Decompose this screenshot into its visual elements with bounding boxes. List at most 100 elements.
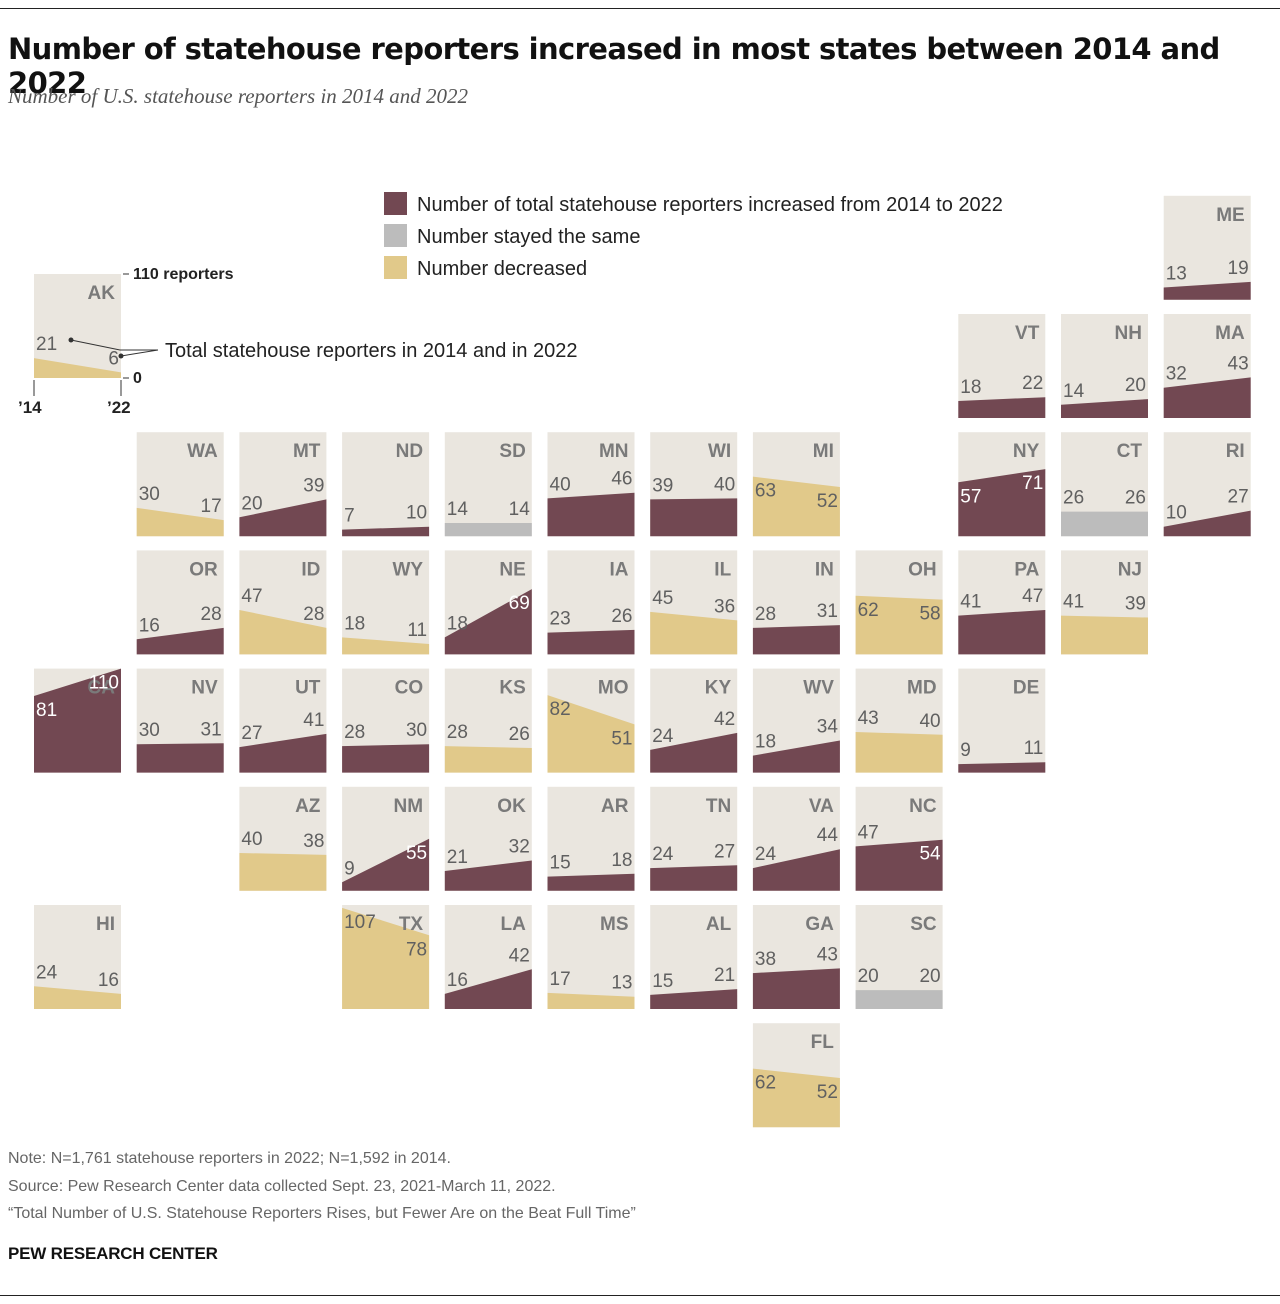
area-la [444,969,532,1009]
state-label-ks: KS [499,678,525,699]
state-label-nh: NH [1115,323,1142,344]
state-label-nd: ND [396,441,423,462]
value-2014-sc: 20 [858,966,879,987]
value-2014-wv: 18 [755,732,776,753]
area-ma [1163,377,1251,418]
state-label-ri: RI [1226,441,1245,462]
area-tx [342,907,430,1009]
value-2022-va: 44 [817,825,839,846]
value-2022-nc: 54 [919,844,941,865]
area-pa [958,609,1046,655]
value-2022-ia: 26 [611,606,632,627]
key-min-label: 0 [133,370,142,387]
area-ct [1061,511,1148,537]
value-2022-ma: 43 [1228,353,1249,374]
value-2022-ok: 32 [509,837,530,858]
value-2022-nj: 39 [1125,594,1146,615]
value-2022-ny: 71 [1022,473,1043,494]
value-2014-nv: 30 [139,720,160,741]
state-label-fl: FL [811,1032,835,1053]
value-2022-wi: 40 [714,474,735,495]
value-2022-nv: 31 [201,719,222,740]
area-wi [650,498,738,537]
value-2014-nj: 41 [1063,592,1084,613]
state-label-hi: HI [96,914,115,935]
state-label-ok: OK [497,796,526,817]
tile-bg-sd [444,432,532,537]
key-max-label: 110 reporters [133,266,234,283]
area-mi [752,476,840,537]
state-label-nm: NM [394,796,424,817]
value-2022-az: 38 [303,831,324,852]
area-wv [752,740,840,773]
area-fl [752,1068,840,1128]
area-ms [547,992,635,1009]
state-label-la: LA [500,914,526,935]
legend-swatch-increased [384,192,407,215]
state-label-ak: AK [88,283,116,304]
value-2022-pa: 47 [1022,586,1043,607]
area-ri [1163,510,1251,537]
area-al [650,989,738,1009]
value-2014-az: 40 [241,829,262,850]
state-label-ma: MA [1215,323,1245,344]
area-nd [342,526,430,537]
value-2014-wa: 30 [139,484,160,505]
value-2022-mn: 46 [611,469,632,490]
area-or [136,627,224,655]
value-2022-md: 40 [919,711,940,732]
area-ut [239,733,327,773]
value-2014-nd: 7 [344,506,355,527]
value-2022-mi: 52 [817,491,838,512]
value-2014-mt: 20 [241,493,262,514]
value-2022-ct: 26 [1125,488,1146,509]
value-2014-va: 24 [755,844,777,865]
key-callout-line-2014 [70,339,158,351]
value-2022-me: 19 [1228,258,1249,279]
state-label-in: IN [815,559,834,580]
area-de [958,762,1046,773]
value-2022-ut: 41 [303,710,324,731]
value-2022-nh: 20 [1125,375,1146,396]
value-2014-ut: 27 [241,723,262,744]
area-nc [855,839,943,891]
state-label-nv: NV [191,678,218,699]
area-md [855,731,943,773]
value-2014-ks: 28 [447,722,468,743]
state-label-ca: CA [88,678,116,699]
state-label-id: ID [301,559,320,580]
area-mt [239,499,327,537]
value-2022-id: 28 [303,604,324,625]
state-label-nj: NJ [1118,559,1142,580]
value-2014-mo: 82 [550,699,571,720]
value-2014-wy: 18 [344,613,365,634]
value-2014-tx: 107 [344,912,376,933]
value-2022-al: 21 [714,965,735,986]
value-2014-ny: 57 [960,486,981,507]
area-nv [136,743,224,773]
area-mn [547,492,635,537]
value-2014-nh: 14 [1063,381,1085,402]
state-label-de: DE [1013,678,1039,699]
legend-swatch-same [384,224,407,247]
area-sd [444,522,532,537]
value-2014-or: 16 [139,615,160,636]
value-2014-al: 15 [652,971,673,992]
legend-label-increased: Number of total statehouse reporters inc… [417,194,1003,216]
legend-label-same: Number stayed the same [417,226,640,248]
value-2014-ak: 21 [36,334,57,355]
value-2014-oh: 62 [858,600,879,621]
tile-bg-wy [342,550,430,655]
state-label-va: VA [809,796,834,817]
area-ia [547,629,635,655]
area-nm [342,838,430,891]
area-az [239,852,327,891]
area-tn [650,865,738,891]
value-2014-id: 47 [241,586,262,607]
key-callout-line-2022 [120,349,159,357]
value-2014-ar: 15 [550,853,571,874]
legend-label-decreased: Number decreased [417,258,587,280]
value-2022-sc: 20 [919,966,940,987]
state-label-wi: WI [708,441,731,462]
value-2014-de: 9 [960,740,971,761]
